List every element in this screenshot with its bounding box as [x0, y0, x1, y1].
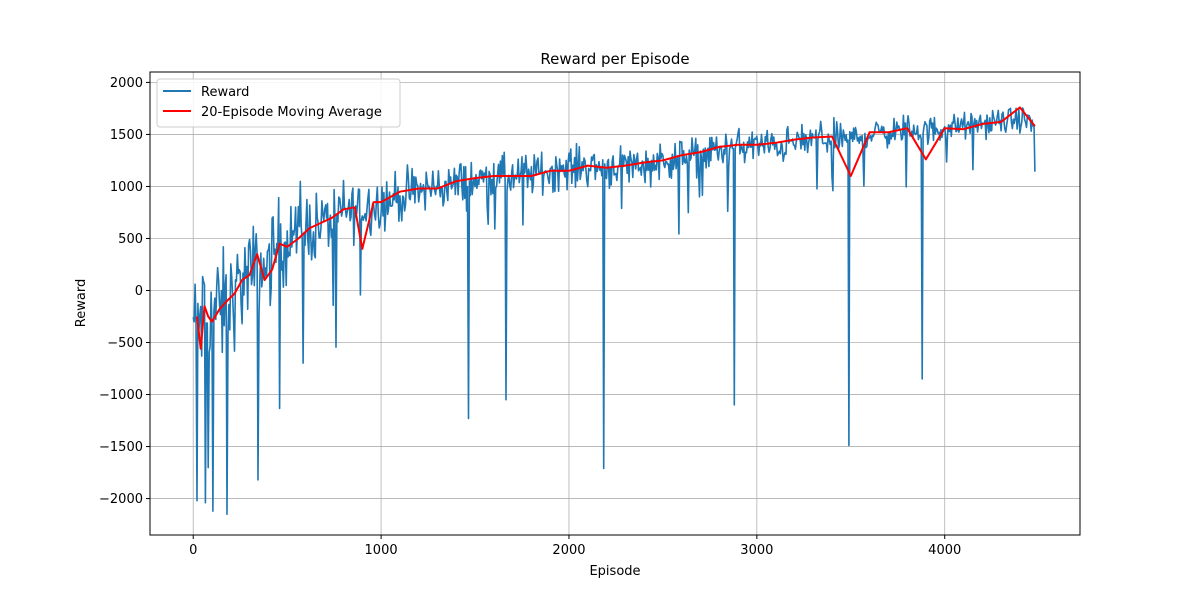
y-tick-label: 500 — [118, 232, 143, 247]
x-tick-label: 2000 — [552, 543, 585, 558]
grid-lines — [150, 72, 1080, 535]
x-tick-label: 3000 — [740, 543, 773, 558]
x-tick-label: 0 — [189, 543, 197, 558]
legend-label-moving-average: 20-Episode Moving Average — [201, 105, 382, 120]
x-tick-label: 1000 — [365, 543, 398, 558]
plot-frame — [149, 71, 1081, 536]
legend-box — [156, 78, 401, 128]
legend-label-reward: Reward — [201, 85, 249, 100]
chart-title: Reward per Episode — [540, 50, 689, 68]
y-tick-label: 0 — [135, 284, 143, 299]
series-layer — [192, 106, 1036, 516]
y-tick-label: 2000 — [110, 76, 143, 91]
y-tick-label: −1500 — [99, 440, 143, 455]
y-tick-label: −1000 — [99, 388, 143, 403]
legend: Reward 20-Episode Moving Average — [156, 78, 401, 128]
x-axis-label: Episode — [589, 564, 640, 579]
reward-line — [192, 107, 1036, 516]
y-tick-label: −2000 — [99, 492, 143, 507]
x-tick-label: 4000 — [928, 543, 961, 558]
axis-ticks: 0 1000 2000 3000 4000 −2000 −1500 −1000 −500 0 500… — [99, 76, 961, 558]
y-tick-label: −500 — [107, 336, 143, 351]
y-tick-label: 1500 — [110, 128, 143, 143]
moving-average-line — [196, 106, 1036, 350]
y-axis-label: Reward — [74, 279, 89, 327]
y-tick-label: 1000 — [110, 180, 143, 195]
